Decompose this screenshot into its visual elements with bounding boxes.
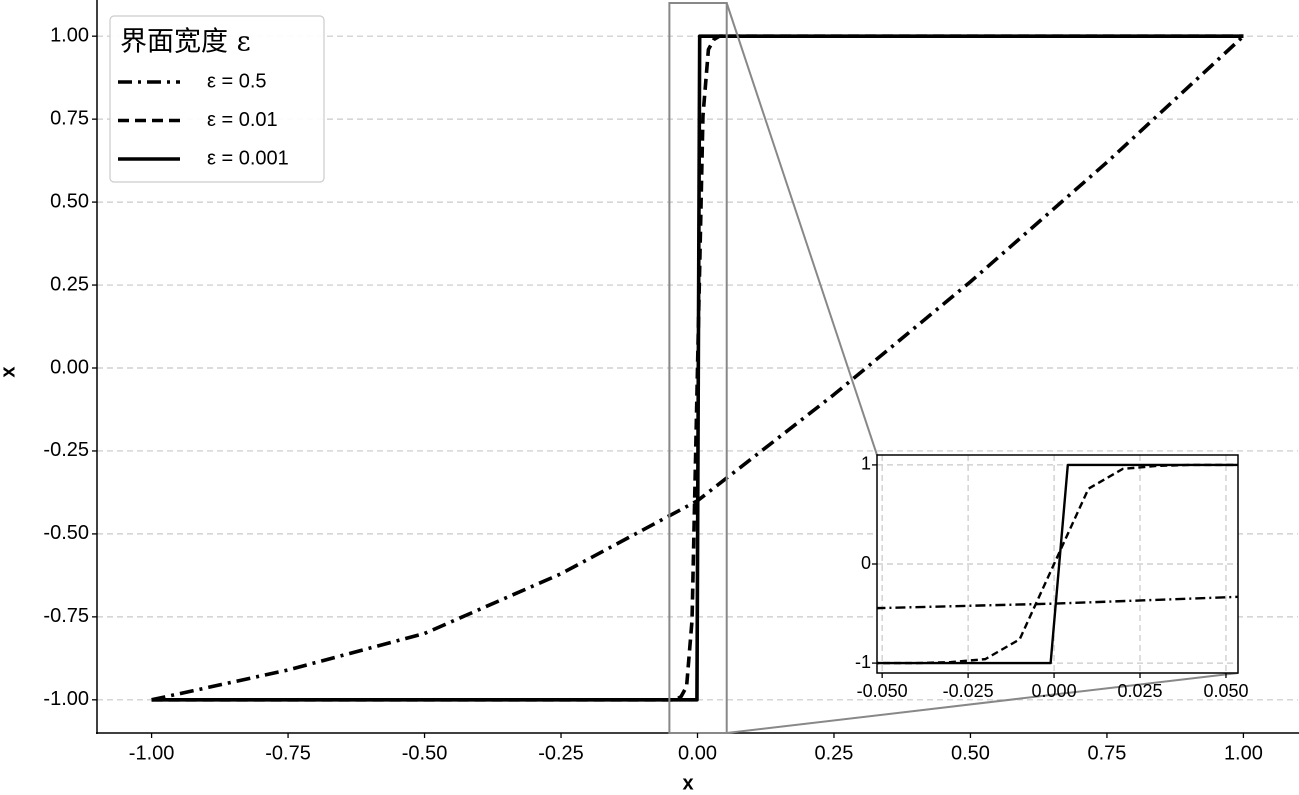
y-tick-label: -0.75	[43, 605, 89, 627]
x-tick-label: -0.75	[265, 742, 311, 764]
y-tick-label: 1.00	[50, 24, 89, 46]
inset-x-tick-label: 0.025	[1117, 681, 1162, 701]
inset-x-tick-label: -0.050	[857, 681, 908, 701]
x-tick-label: 0.00	[678, 742, 717, 764]
inset-x-tick-label: 0.050	[1203, 681, 1248, 701]
inset-y-tick-label: -1	[855, 652, 871, 672]
inset-y-tick-label: 0	[861, 553, 871, 573]
legend: 界面宽度 ε ε = 0.5 ε = 0.01 ε = 0.001	[109, 15, 325, 183]
x-tick-label: 0.25	[815, 742, 854, 764]
y-tick-label: 0.00	[50, 356, 89, 378]
x-tick-label: -0.50	[402, 742, 448, 764]
x-tick-label: 1.00	[1224, 742, 1263, 764]
legend-label: ε = 0.001	[207, 147, 289, 169]
x-tick-label: 0.50	[951, 742, 990, 764]
zoom-connector	[725, 2, 878, 456]
legend-label: ε = 0.5	[207, 70, 267, 92]
y-tick-label: -0.50	[43, 522, 89, 544]
legend-label: ε = 0.01	[207, 109, 278, 131]
inset-y-tick-label: 1	[861, 454, 871, 474]
inset-x-tick-label: -0.025	[943, 681, 994, 701]
legend-box	[109, 15, 325, 183]
y-tick-label: -1.00	[43, 688, 89, 710]
x-tick-label: -1.00	[129, 742, 175, 764]
plot-area	[151, 34, 1245, 702]
y-tick-label: 0.75	[50, 107, 89, 129]
legend-title: 界面宽度 ε	[120, 27, 251, 58]
y-tick-label: 0.25	[50, 273, 89, 295]
x-tick-label: -0.25	[538, 742, 584, 764]
inset-x-tick-label: 0.000	[1032, 681, 1077, 701]
y-tick-label: 0.50	[50, 190, 89, 212]
zoom-connector	[726, 672, 1239, 734]
series-line	[151, 34, 1244, 702]
x-tick-label: 0.75	[1087, 742, 1126, 764]
series-line	[877, 463, 1238, 665]
inset-plot-area	[877, 463, 1238, 665]
x-axis-label: x	[682, 772, 693, 794]
y-axis-label: x	[0, 366, 19, 377]
y-tick-label: -0.25	[43, 439, 89, 461]
